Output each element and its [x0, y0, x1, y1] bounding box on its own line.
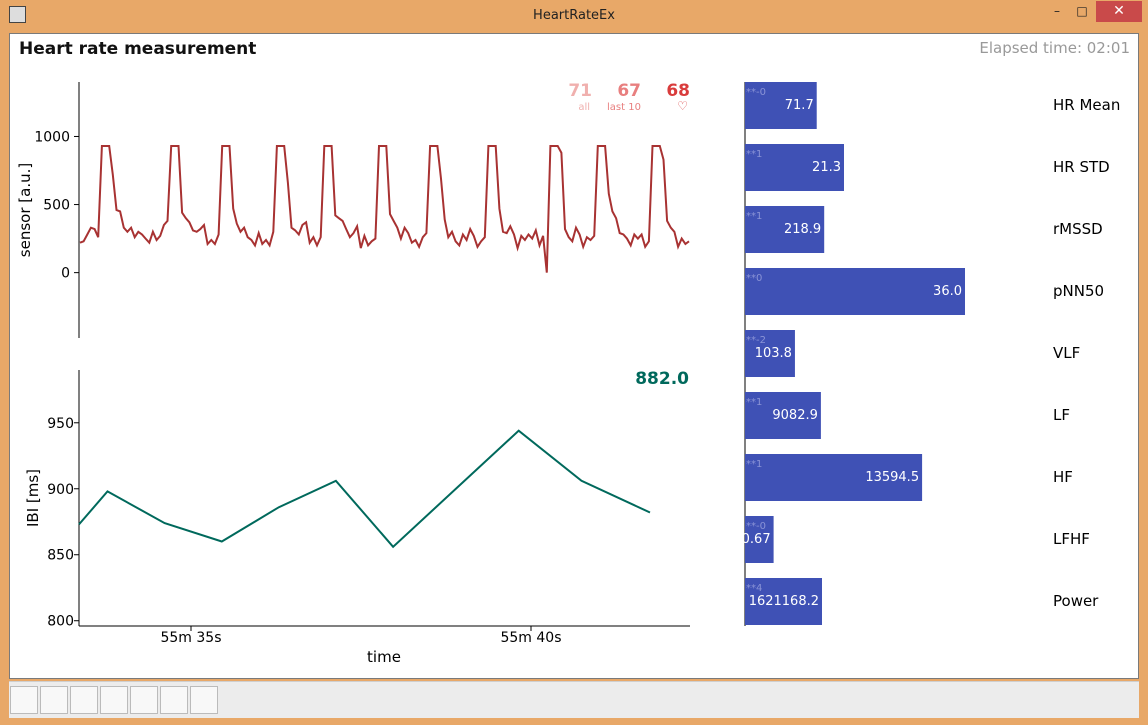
home-icon[interactable] [10, 686, 38, 714]
window-title: HeartRateEx [533, 8, 615, 23]
figure-title: Heart rate measurement [19, 39, 257, 59]
figure-canvas[interactable] [9, 33, 1139, 679]
maximize-button[interactable]: □ [1076, 4, 1088, 18]
elapsed-time: Elapsed time: 02:01 [979, 39, 1130, 57]
forward-arrow-icon[interactable] [70, 686, 98, 714]
configure-subplots-icon[interactable] [160, 686, 188, 714]
minimize-button[interactable]: – [1054, 4, 1060, 18]
zoom-rect-icon[interactable] [130, 686, 158, 714]
navigation-toolbar [9, 681, 1139, 718]
window-titlebar: HeartRateEx – □ ✕ [0, 0, 1148, 30]
pan-move-icon[interactable] [100, 686, 128, 714]
close-button[interactable]: ✕ [1096, 1, 1142, 22]
back-arrow-icon[interactable] [40, 686, 68, 714]
app-waveform-icon [9, 6, 26, 23]
save-floppy-icon[interactable] [190, 686, 218, 714]
